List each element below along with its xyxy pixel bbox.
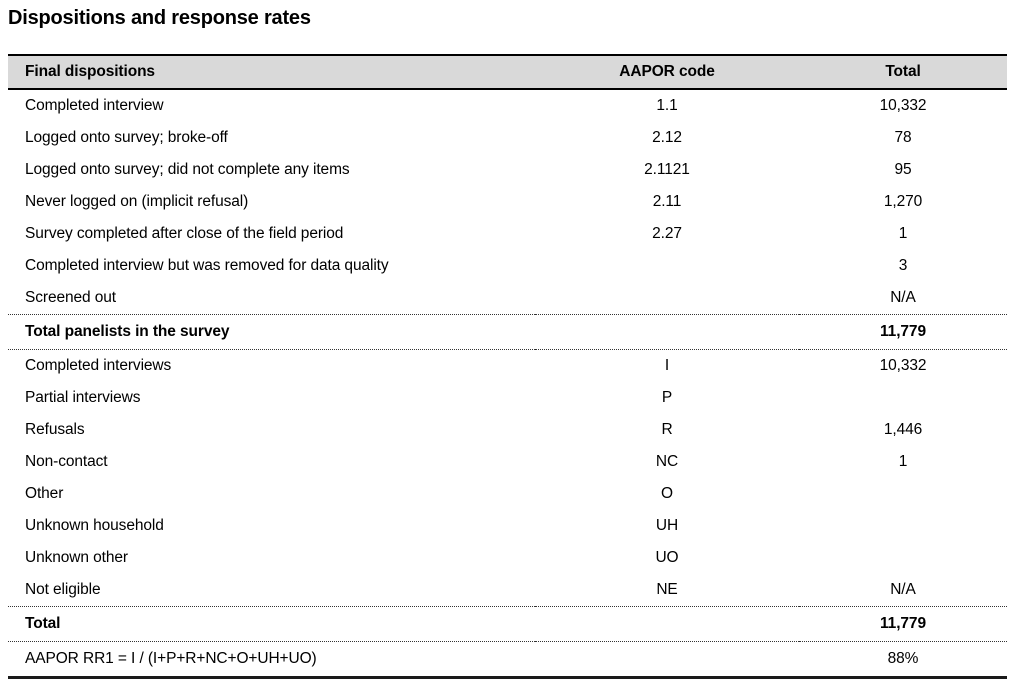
aapor-code-value: [535, 250, 799, 282]
total-value: N/A: [890, 581, 916, 598]
table-row-response-rate: AAPOR RR1 = I / (I+P+R+NC+O+UH+UO) 88%: [8, 641, 1007, 678]
table-row: Logged onto survey; did not complete any…: [8, 154, 1007, 186]
aapor-code-value: I: [535, 349, 799, 382]
aapor-code-value: NC: [655, 453, 679, 470]
total-value: 78: [894, 129, 912, 146]
disposition-label: Unknown other: [25, 549, 128, 566]
aapor-code-value: [535, 282, 799, 315]
total-value: 11,779: [799, 314, 1007, 350]
table-row: Screened out N/A: [8, 282, 1007, 315]
total-value: 10,332: [799, 349, 1007, 382]
aapor-code-value: 1.1: [656, 97, 678, 114]
table-row: Refusals R 1,446: [8, 414, 1007, 446]
disposition-label: Total: [8, 606, 535, 642]
table-row: Partial interviews P: [8, 382, 1007, 414]
total-value: 1: [898, 453, 908, 470]
response-rate-formula: AAPOR RR1 = I / (I+P+R+NC+O+UH+UO): [8, 641, 535, 678]
table-row: Never logged on (implicit refusal) 2.11 …: [8, 186, 1007, 218]
table-row: Unknown other UO: [8, 542, 1007, 574]
total-value: N/A: [890, 289, 916, 306]
table-row: Completed interview but was removed for …: [8, 250, 1007, 282]
table-row: Survey completed after close of the fiel…: [8, 218, 1007, 250]
total-value: 1,446: [883, 421, 923, 438]
table-row: Unknown household UH: [8, 510, 1007, 542]
aapor-code-value: 2.11: [652, 193, 682, 210]
dispositions-table: Final dispositions AAPOR code Total Comp…: [8, 54, 1007, 679]
disposition-label: Completed interviews: [8, 349, 535, 382]
table-row: Completed interview 1.1 10,332: [8, 89, 1007, 122]
disposition-label: Survey completed after close of the fiel…: [25, 225, 344, 242]
total-value: 1: [898, 225, 908, 242]
response-rate-value: 88%: [799, 641, 1007, 678]
aapor-code-value: O: [661, 485, 673, 502]
disposition-label: Completed interview but was removed for …: [25, 257, 389, 274]
total-value: 95: [894, 161, 912, 178]
aapor-code-value: [535, 641, 799, 678]
aapor-code-value: NE: [656, 581, 678, 598]
table-row: Logged onto survey; broke-off 2.12 78: [8, 122, 1007, 154]
disposition-label: Refusals: [25, 421, 85, 438]
total-value: 10,332: [879, 97, 927, 114]
aapor-code-value: [535, 606, 799, 642]
disposition-label: Logged onto survey; broke-off: [25, 129, 228, 146]
total-value: 3: [898, 257, 908, 274]
aapor-code-value: 2.1121: [644, 161, 690, 178]
column-header-aapor-code: AAPOR code: [619, 63, 715, 80]
disposition-label: Total panelists in the survey: [8, 314, 535, 350]
table-header-row: Final dispositions AAPOR code Total: [8, 55, 1007, 89]
column-header-total: Total: [885, 63, 921, 80]
disposition-label: Not eligible: [25, 581, 101, 598]
total-value: 11,779: [799, 606, 1007, 642]
column-header-final-dispositions: Final dispositions: [25, 63, 155, 80]
table-row: Not eligible NE N/A: [8, 574, 1007, 607]
aapor-code-value: UO: [655, 549, 679, 566]
total-value: [799, 382, 1007, 414]
aapor-code-value: P: [661, 389, 673, 406]
table-row: Non-contact NC 1: [8, 446, 1007, 478]
aapor-code-value: 2.12: [652, 129, 682, 146]
total-value: [799, 542, 1007, 574]
table-row: Other O: [8, 478, 1007, 510]
disposition-label: Completed interview: [25, 97, 164, 114]
table-row-total-panelists: Total panelists in the survey 11,779: [8, 314, 1007, 350]
disposition-label: Partial interviews: [25, 389, 141, 406]
disposition-label: Other: [25, 485, 64, 502]
disposition-label: Unknown household: [25, 517, 164, 534]
page-title: Dispositions and response rates: [8, 7, 311, 29]
table-row-total: Total 11,779: [8, 606, 1007, 642]
disposition-label: Logged onto survey; did not complete any…: [25, 161, 350, 178]
disposition-label: Never logged on (implicit refusal): [25, 193, 249, 210]
disposition-label: Non-contact: [25, 453, 108, 470]
aapor-code-value: [535, 314, 799, 350]
total-value: 1,270: [883, 193, 923, 210]
total-value: [799, 478, 1007, 510]
aapor-code-value: R: [661, 421, 673, 438]
aapor-code-value: 2.27: [652, 225, 682, 242]
disposition-label: Screened out: [25, 289, 117, 306]
aapor-code-value: UH: [655, 517, 679, 534]
table-row: Completed interviews I 10,332: [8, 349, 1007, 382]
total-value: [799, 510, 1007, 542]
